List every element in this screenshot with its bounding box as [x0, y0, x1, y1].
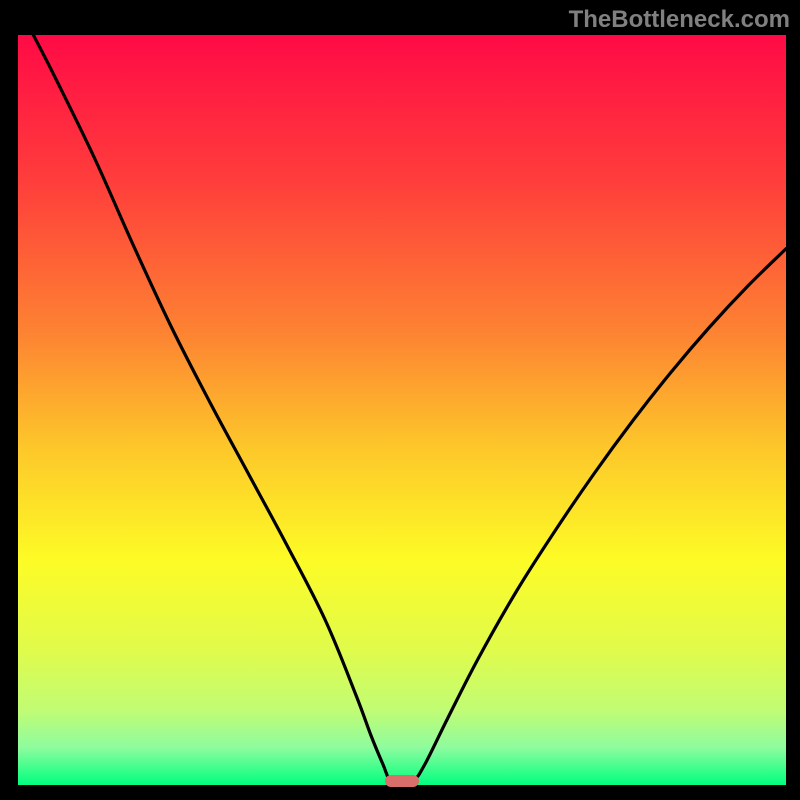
- bottleneck-chart: TheBottleneck.com: [0, 0, 800, 800]
- optimal-marker: [385, 775, 419, 787]
- bottleneck-curve: [18, 35, 786, 785]
- watermark-label: TheBottleneck.com: [569, 6, 790, 34]
- curve-path: [33, 35, 786, 782]
- plot-region: [18, 35, 786, 785]
